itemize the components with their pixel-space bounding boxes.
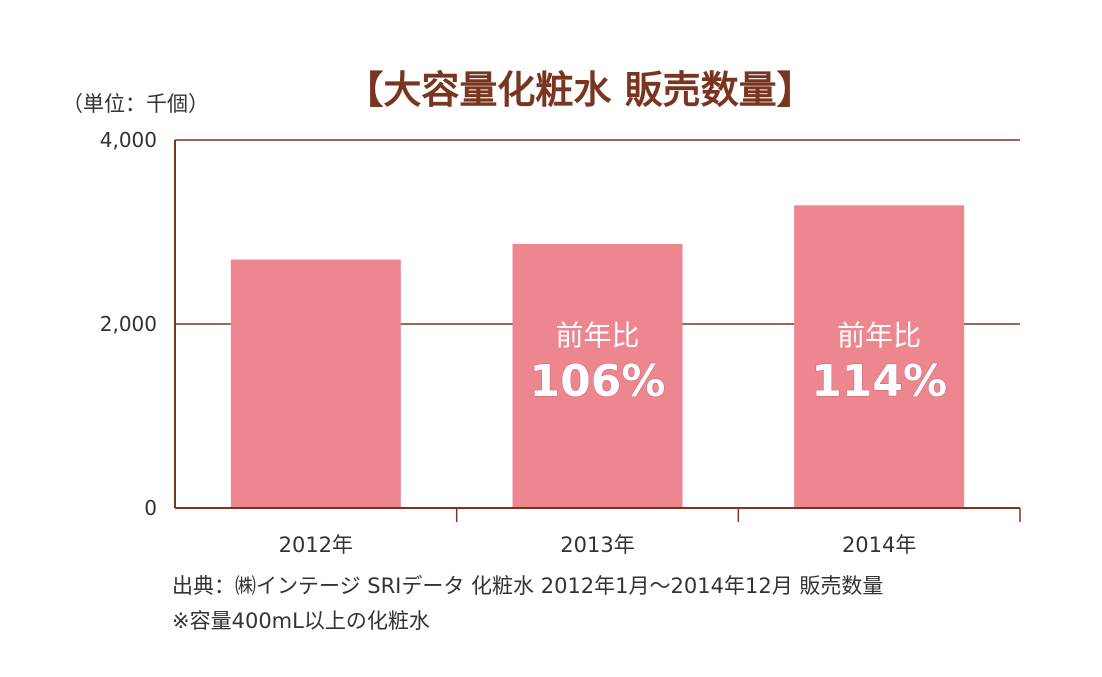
x-tick-label: 2013年 xyxy=(560,533,634,557)
bar-annotation-value: 106% xyxy=(530,356,666,407)
bar xyxy=(794,205,965,508)
y-tick-label: 0 xyxy=(144,496,157,520)
bar xyxy=(512,243,683,508)
y-tick-label: 2,000 xyxy=(100,312,157,336)
source-line-1: 出典：㈱インテージ SRIデータ 化粧水 2012年1月〜2014年12月 販売… xyxy=(172,574,883,598)
chart-title: 【大容量化粧水 販売数量】 xyxy=(345,68,814,112)
y-tick-label: 4,000 xyxy=(100,128,157,152)
unit-label: （単位：千個） xyxy=(62,92,209,116)
bar-annotation-label: 前年比 xyxy=(555,319,639,352)
bar-annotation-label: 前年比 xyxy=(837,319,921,352)
source-line-2: ※容量400mL以上の化粧水 xyxy=(172,609,430,633)
x-tick-label: 2012年 xyxy=(279,533,353,557)
bar xyxy=(230,259,401,508)
bar-annotation-value: 114% xyxy=(811,356,947,407)
x-tick-label: 2014年 xyxy=(842,533,916,557)
